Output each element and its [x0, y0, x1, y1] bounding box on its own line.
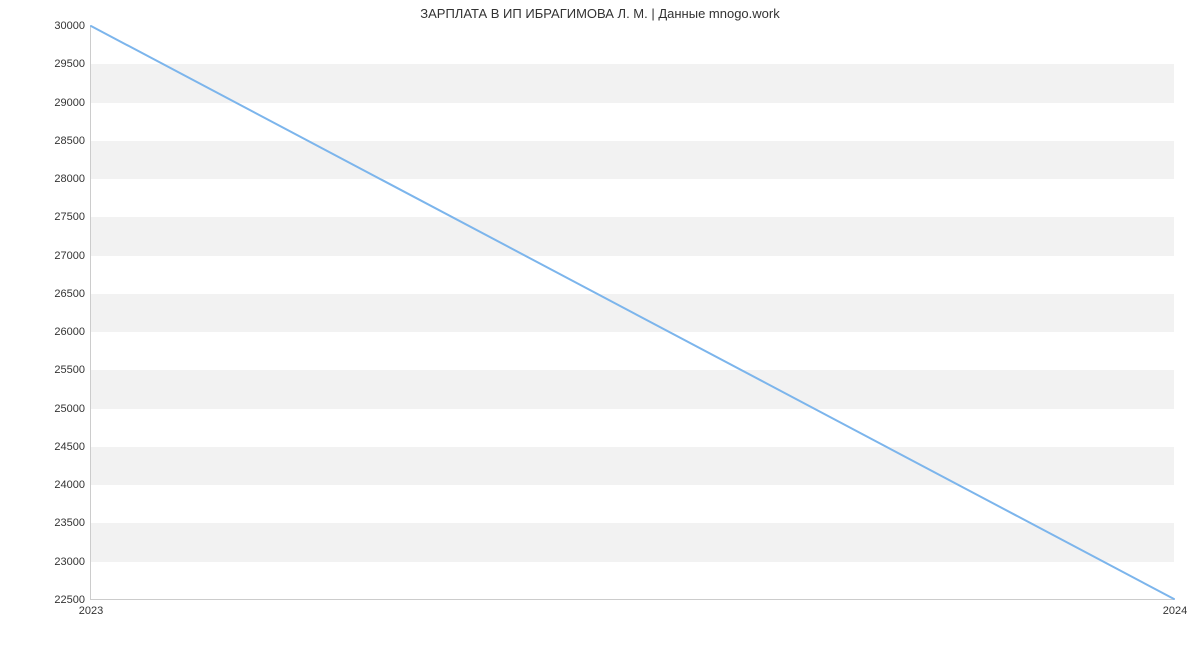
y-tick-label: 29500: [54, 58, 85, 70]
y-tick-label: 26000: [54, 326, 85, 338]
y-tick-label: 23500: [54, 517, 85, 529]
x-tick-label: 2023: [79, 605, 103, 617]
y-tick-label: 27500: [54, 211, 85, 223]
y-tick-label: 23000: [54, 556, 85, 568]
y-tick-label: 24000: [54, 479, 85, 491]
y-tick-label: 25000: [54, 403, 85, 415]
x-tick-label: 2024: [1163, 605, 1187, 617]
plot-area: 2250023000235002400024500250002550026000…: [90, 26, 1174, 600]
chart-title: ЗАРПЛАТА В ИП ИБРАГИМОВА Л. М. | Данные …: [0, 6, 1200, 21]
y-tick-label: 28500: [54, 135, 85, 147]
y-tick-label: 24500: [54, 441, 85, 453]
line-series: [91, 26, 1174, 599]
chart-container: ЗАРПЛАТА В ИП ИБРАГИМОВА Л. М. | Данные …: [0, 0, 1200, 650]
y-tick-label: 27000: [54, 250, 85, 262]
y-tick-label: 29000: [54, 97, 85, 109]
y-tick-label: 25500: [54, 364, 85, 376]
y-tick-label: 28000: [54, 173, 85, 185]
y-tick-label: 30000: [54, 20, 85, 32]
y-tick-label: 26500: [54, 288, 85, 300]
series-line: [91, 26, 1174, 599]
